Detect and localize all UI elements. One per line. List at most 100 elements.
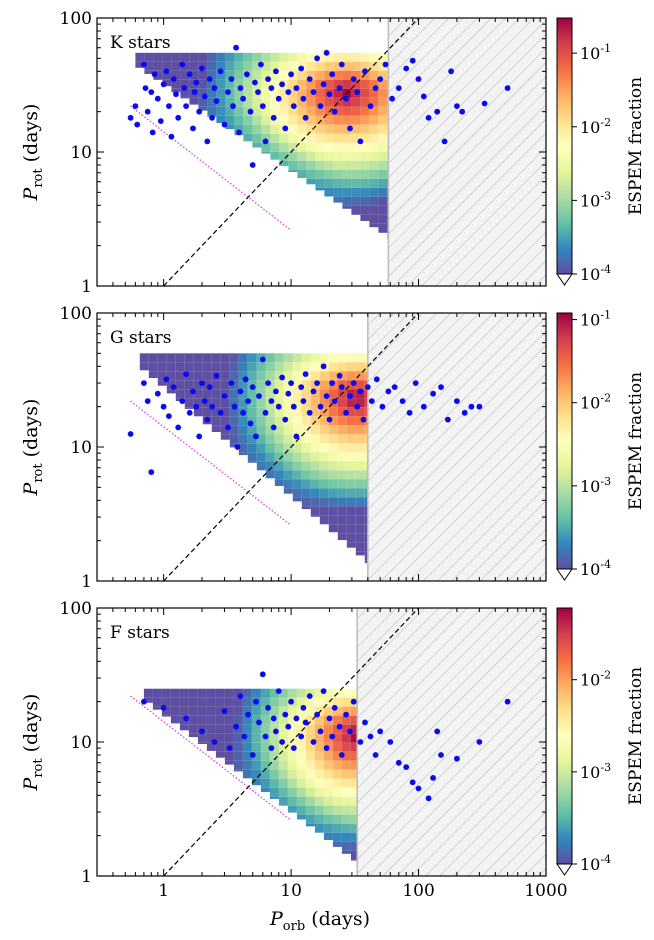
heatmap-cell: [305, 787, 315, 797]
heatmap-cell: [211, 353, 221, 363]
heatmap-cell: [346, 398, 356, 408]
heatmap-cell: [350, 688, 358, 698]
heatmap-cell: [224, 760, 234, 765]
colorbar-tick-label: 10-1: [580, 309, 611, 330]
heatmap-cell: [378, 214, 388, 224]
data-point: [343, 711, 349, 718]
heatmap-cell: [234, 61, 244, 71]
heatmap-cell: [346, 515, 356, 525]
heatmap-cell: [341, 832, 351, 842]
heatmap-cell: [225, 124, 235, 130]
data-point: [157, 118, 164, 124]
heatmap-cell: [283, 452, 293, 462]
data-point: [420, 93, 427, 100]
heatmap-cell: [278, 742, 288, 752]
data-point: [201, 93, 208, 100]
heatmap-cell: [333, 160, 343, 170]
data-point: [228, 76, 235, 82]
heatmap-cell: [193, 371, 203, 381]
heatmap-cell: [287, 796, 297, 806]
heatmap-cell: [342, 178, 352, 188]
heatmap-cell: [350, 805, 358, 815]
heatmap-cell: [337, 407, 347, 417]
heatmap-cell: [319, 380, 329, 390]
data-point: [211, 739, 218, 745]
data-point: [391, 384, 398, 390]
heatmap-cell: [287, 769, 297, 779]
heatmap-cell: [314, 823, 324, 833]
data-point: [209, 403, 216, 410]
heatmap-cell: [369, 205, 379, 215]
colorbar-tick-label: 10-1: [580, 42, 611, 63]
heatmap-cell: [220, 416, 230, 426]
heatmap-cell: [324, 79, 334, 89]
heatmap-cell: [252, 61, 262, 71]
data-point: [290, 403, 297, 410]
heatmap-cell: [378, 124, 388, 134]
heatmap-cell: [279, 151, 289, 161]
heatmap-cell: [256, 362, 266, 372]
heatmap-cell: [292, 389, 302, 399]
data-point: [354, 89, 361, 95]
heatmap-cell: [360, 187, 370, 197]
data-point: [336, 85, 343, 91]
data-point: [368, 398, 375, 404]
heatmap-cell: [297, 169, 307, 179]
heatmap-cell: [229, 443, 239, 448]
equality-line: [163, 313, 419, 581]
heatmap-cell: [310, 443, 320, 453]
data-point: [249, 162, 256, 168]
equality-line: [163, 608, 419, 876]
heatmap-cell: [341, 796, 351, 806]
y-tick-label: 1: [81, 572, 92, 592]
heatmap-cell: [350, 715, 358, 725]
data-point: [127, 431, 134, 437]
heatmap-cell: [224, 751, 234, 761]
heatmap-cell: [251, 742, 261, 752]
data-point: [265, 704, 271, 711]
heatmap-cell: [364, 407, 368, 417]
heatmap-cell: [355, 542, 365, 552]
heatmap-cell: [220, 371, 230, 381]
data-point: [151, 71, 158, 78]
equality-line: [163, 18, 419, 286]
plot-area: [130, 608, 546, 876]
heatmap-cell: [279, 133, 289, 143]
heatmap-cell: [360, 52, 370, 62]
heatmap-cell: [315, 79, 325, 89]
heatmap-cell: [323, 778, 333, 788]
data-point: [350, 76, 357, 82]
heatmap-cell: [333, 169, 343, 179]
heatmap-cell: [346, 488, 356, 498]
colorbar-label: ESPEM fraction: [626, 667, 646, 805]
heatmap-cell: [220, 425, 230, 435]
data-point: [306, 693, 313, 699]
heatmap-cell: [306, 79, 316, 89]
data-point: [236, 129, 242, 136]
data-point: [221, 708, 228, 714]
heatmap-cell: [346, 542, 356, 548]
heatmap-cell: [260, 697, 270, 707]
heatmap-cell: [323, 688, 333, 698]
heatmap-cell: [179, 706, 189, 716]
heatmap-cell: [270, 106, 280, 116]
heatmap-cell: [364, 497, 368, 507]
heatmap-cell: [319, 488, 329, 498]
heatmap-cell: [332, 769, 342, 779]
heatmap-cell: [243, 124, 253, 134]
heatmap-cell: [278, 688, 288, 698]
heatmap-cell: [193, 398, 203, 408]
heatmap-cell: [234, 70, 244, 80]
x-tick-label: 10: [280, 881, 302, 901]
heatmap-cell: [260, 742, 270, 752]
heatmap-cell: [261, 142, 271, 152]
heatmap-cell: [220, 380, 230, 390]
heatmap-cell: [341, 751, 351, 761]
colorbar: 10-4 10-3 10-2 ESPEM fraction: [556, 607, 646, 876]
heatmap-cell: [346, 470, 356, 480]
heatmap-cell: [315, 133, 325, 143]
heatmap-cell: [161, 706, 171, 716]
plot-area: [127, 313, 546, 581]
data-point: [221, 121, 228, 128]
heatmap-cell: [332, 778, 342, 788]
